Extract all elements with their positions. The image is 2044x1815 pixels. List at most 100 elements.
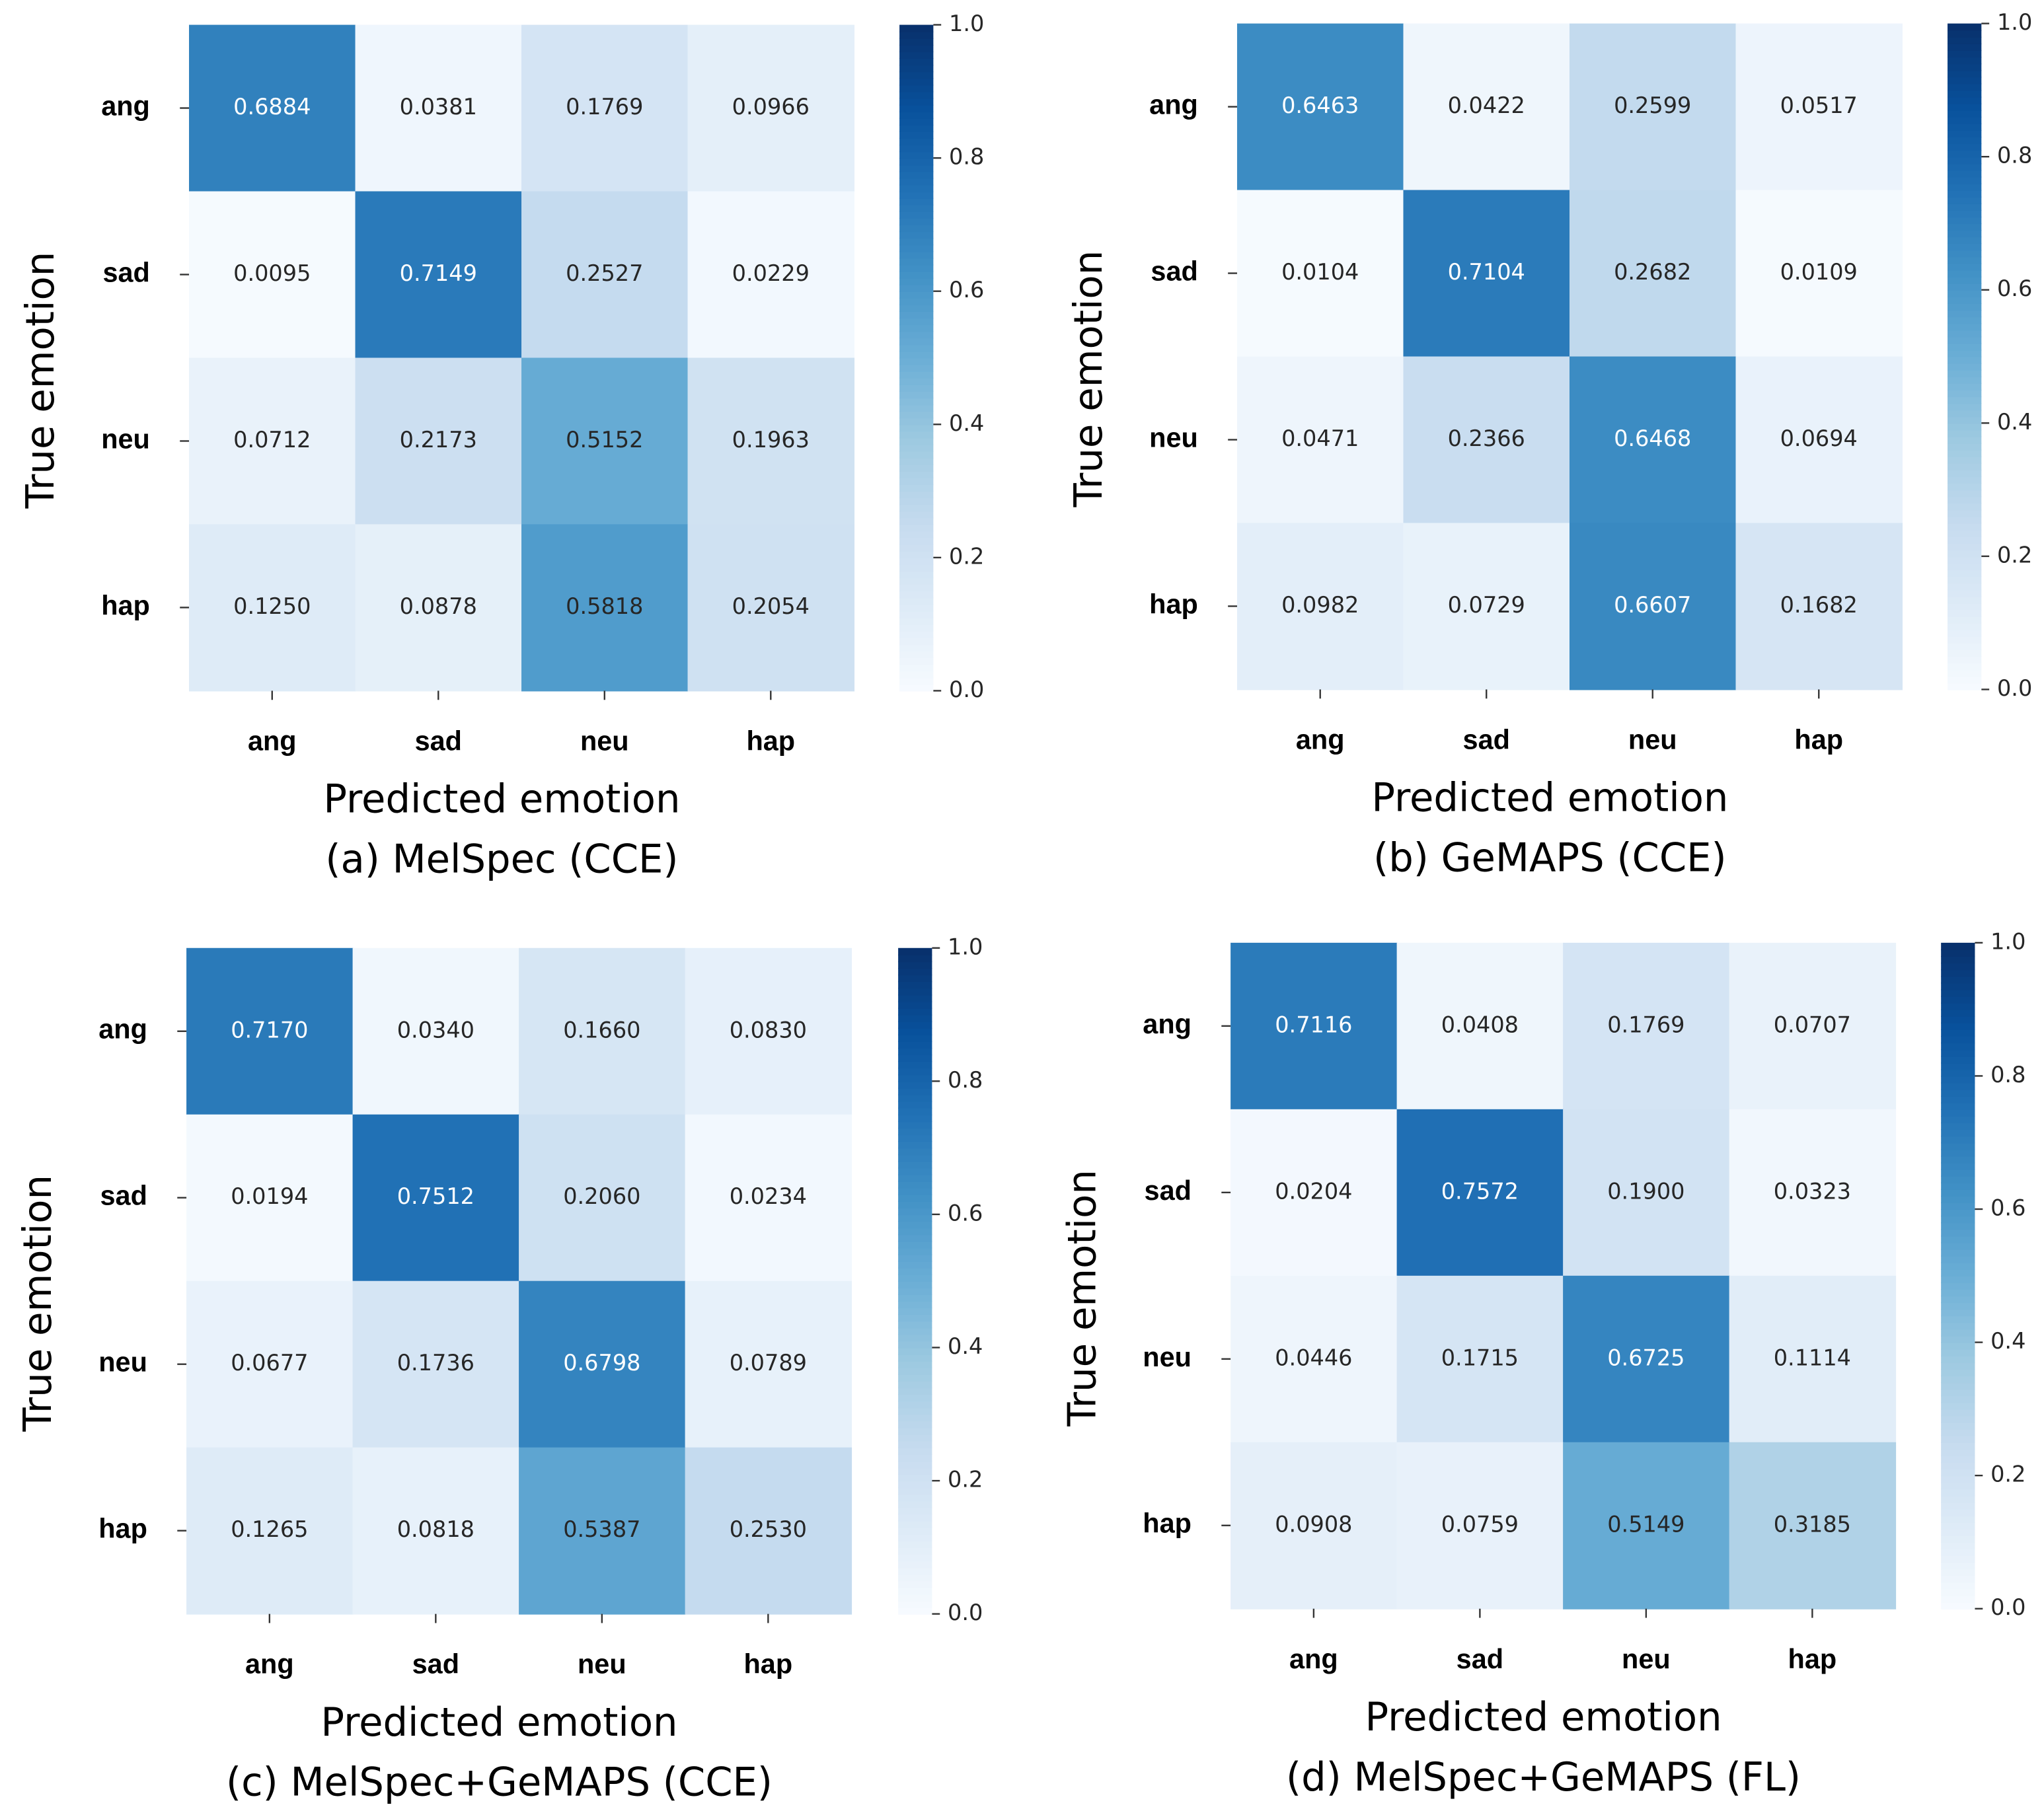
colorbar-segment: [898, 1021, 932, 1029]
colorbar-tick-label: 0.2: [1990, 1462, 2025, 1487]
y-tick-label: hap: [1143, 1508, 1192, 1539]
colorbar-segment: [1941, 1122, 1975, 1130]
colorbar-segment: [1941, 1236, 1975, 1243]
colorbar-segment: [1941, 1455, 1975, 1463]
cell-label: 0.0109: [1780, 259, 1858, 285]
colorbar-segment: [1948, 36, 1982, 44]
heatmap-cell: [685, 1447, 852, 1615]
cell-label: 0.6884: [233, 94, 311, 120]
colorbar-tick-label: 0.4: [1990, 1328, 2025, 1354]
colorbar-segment: [898, 961, 932, 969]
colorbar-segment: [1941, 1549, 1975, 1557]
colorbar-segment: [1941, 1588, 1975, 1596]
colorbar-segment: [898, 1187, 932, 1195]
colorbar-segment: [899, 671, 934, 679]
colorbar-segment: [898, 1121, 932, 1129]
heatmap-cell: [186, 1114, 354, 1282]
heatmap-cell: [1236, 523, 1404, 690]
colorbar-segment: [1941, 1435, 1975, 1443]
colorbar-segment: [898, 1321, 932, 1329]
colorbar-segment: [899, 364, 934, 372]
colorbar-segment: [1941, 1602, 1975, 1610]
heatmap-cell: [1396, 1275, 1564, 1443]
colorbar-segment: [1941, 1335, 1975, 1343]
heatmap-cell: [521, 24, 689, 192]
colorbar-segment: [899, 31, 934, 39]
heatmap-cell: [189, 191, 356, 359]
heatmap-cell: [521, 524, 689, 692]
y-tick-label: neu: [1149, 422, 1198, 453]
colorbar-segment: [1941, 1541, 1975, 1550]
colorbar-segment: [898, 1547, 932, 1555]
colorbar-tick-label: 0.2: [949, 543, 984, 569]
colorbar-segment: [1941, 956, 1975, 964]
colorbar-segment: [898, 1107, 932, 1115]
heatmap-cell: [355, 24, 523, 192]
colorbar-segment: [1941, 1049, 1975, 1057]
colorbar-segment: [1948, 230, 1982, 238]
colorbar-segment: [1941, 1382, 1975, 1390]
colorbar-segment: [899, 484, 934, 492]
colorbar-segment: [899, 71, 934, 79]
colorbar-segment: [899, 137, 934, 146]
colorbar-segment: [1948, 196, 1982, 204]
colorbar-segment: [1948, 616, 1982, 624]
heatmap-cell: [1396, 1109, 1564, 1277]
cell-label: 0.2527: [566, 260, 643, 286]
y-tick-label: sad: [1151, 255, 1197, 286]
colorbar-segment: [1941, 1395, 1975, 1403]
heatmap-cell: [1236, 23, 1404, 191]
heatmap-cell: [352, 1114, 520, 1282]
colorbar-segment: [1948, 536, 1982, 544]
colorbar-segment: [1941, 1136, 1975, 1144]
colorbar-segment: [899, 470, 934, 479]
cell-label: 0.0818: [397, 1516, 474, 1542]
cell-label: 0.0759: [1441, 1511, 1519, 1537]
colorbar-segment: [898, 1394, 932, 1402]
colorbar-segment: [1948, 549, 1982, 558]
cell-label: 0.6607: [1614, 592, 1691, 618]
cell-label: 0.7572: [1441, 1178, 1519, 1204]
colorbar-segment: [899, 451, 934, 459]
colorbar-segment: [899, 124, 934, 132]
colorbar-segment: [899, 677, 934, 685]
colorbar-segment: [1948, 523, 1982, 531]
colorbar-segment: [1948, 70, 1982, 78]
colorbar-segment: [899, 297, 934, 306]
colorbar-segment: [898, 947, 932, 956]
colorbar-segment: [1948, 562, 1982, 571]
colorbar-segment: [898, 1467, 932, 1475]
colorbar-segment: [898, 988, 932, 996]
colorbar-segment: [898, 1308, 932, 1315]
colorbar-segment: [1948, 649, 1982, 657]
colorbar-tick-label: 0.6: [1997, 276, 2032, 301]
cell-label: 0.1682: [1780, 592, 1858, 618]
colorbar-segment: [899, 191, 934, 199]
colorbar-segment: [1941, 1569, 1975, 1576]
colorbar-segment: [1941, 1169, 1975, 1177]
colorbar-segment: [1941, 996, 1975, 1004]
colorbar-segment: [899, 258, 934, 266]
colorbar-segment: [1941, 1315, 1975, 1323]
x-tick-label: hap: [744, 1648, 793, 1680]
colorbar-segment: [1941, 1142, 1975, 1150]
cell-label: 0.1900: [1607, 1178, 1684, 1204]
colorbar-segment: [898, 1220, 932, 1229]
colorbar-segment: [1941, 1595, 1975, 1603]
heatmap-cell: [1230, 1109, 1398, 1277]
x-tick-label: sad: [1463, 723, 1510, 755]
colorbar-segment: [1941, 1035, 1975, 1044]
colorbar-segment: [899, 251, 934, 259]
colorbar-segment: [1941, 1242, 1975, 1250]
colorbar-segment: [898, 1534, 932, 1541]
colorbar-segment: [898, 1088, 932, 1095]
colorbar-segment: [1941, 1282, 1975, 1290]
colorbar-segment: [899, 650, 934, 659]
cell-label: 0.7149: [400, 260, 477, 286]
y-tick-label: neu: [98, 1347, 147, 1378]
colorbar-segment: [899, 38, 934, 46]
colorbar-segment: [1941, 1342, 1975, 1350]
colorbar-segment: [1948, 176, 1982, 184]
colorbar-segment: [1941, 1462, 1975, 1470]
colorbar-segment: [1948, 103, 1982, 111]
